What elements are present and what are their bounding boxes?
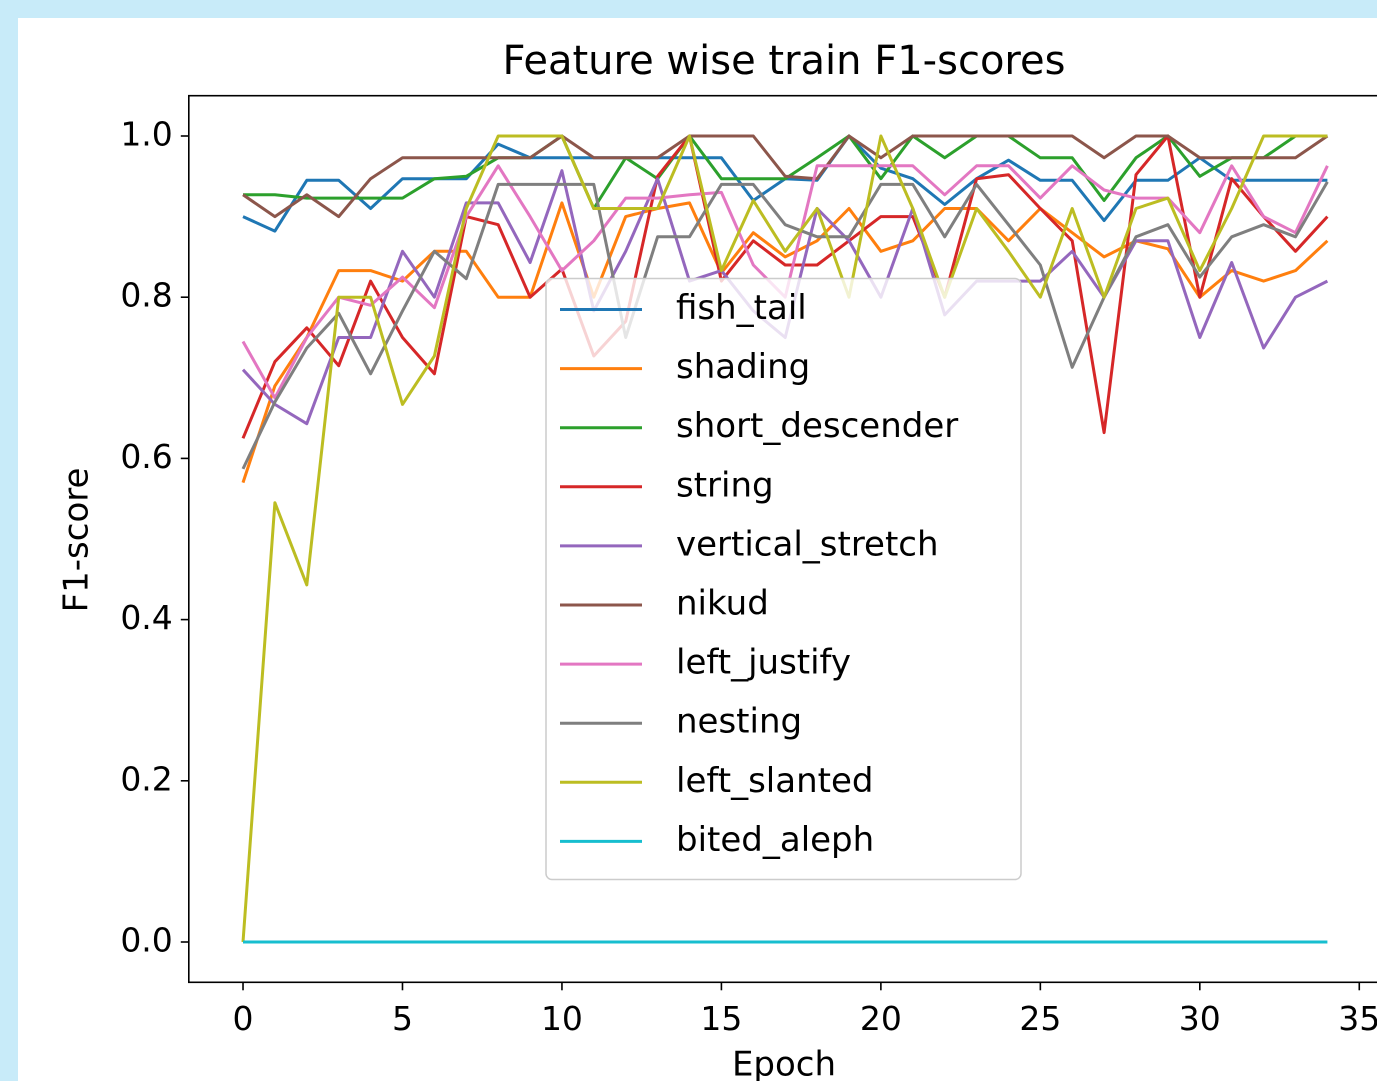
- y-tick-label: 1.0: [120, 115, 172, 154]
- legend-label: left_justify: [676, 643, 851, 683]
- x-tick-label: 30: [1179, 999, 1221, 1038]
- y-axis-label: F1-score: [57, 468, 97, 613]
- legend-label: bited_aleph: [676, 820, 874, 860]
- x-tick-label: 15: [700, 999, 742, 1038]
- legend-label: nesting: [676, 702, 802, 742]
- series-line: [242, 134, 1329, 219]
- y-tick-label: 0.6: [120, 437, 172, 476]
- series-line: [241, 201, 1329, 484]
- legend-label: vertical_stretch: [676, 524, 939, 564]
- y-tick-label: 0.0: [120, 921, 172, 960]
- series-line: [241, 134, 1329, 439]
- legend-label: shading: [676, 347, 810, 387]
- x-tick-label: 25: [1019, 999, 1061, 1038]
- x-tick-label: 5: [392, 999, 413, 1038]
- x-axis-label: Epoch: [732, 1045, 836, 1081]
- axes-frame: [188, 94, 1377, 984]
- legend-label: short_descender: [676, 406, 958, 446]
- legend-label: fish_tail: [676, 288, 807, 328]
- series-line: [243, 134, 1328, 210]
- legend-box: [545, 277, 1022, 881]
- legend-label: left_slanted: [676, 761, 873, 801]
- y-tick-label: 0.8: [120, 276, 172, 315]
- series-line: [241, 181, 1329, 470]
- chart-title: Feature wise train F1-scores: [503, 38, 1066, 84]
- legend-label: string: [676, 465, 774, 505]
- x-tick-label: 10: [541, 999, 583, 1038]
- legend-label: nikud: [676, 584, 769, 624]
- series-line: [241, 134, 1328, 943]
- x-tick-label: 0: [233, 999, 254, 1038]
- y-tick-label: 0.2: [120, 759, 172, 798]
- y-tick-label: 0.4: [120, 598, 172, 637]
- x-tick-label: 35: [1338, 999, 1377, 1038]
- x-tick-label: 20: [860, 999, 902, 1038]
